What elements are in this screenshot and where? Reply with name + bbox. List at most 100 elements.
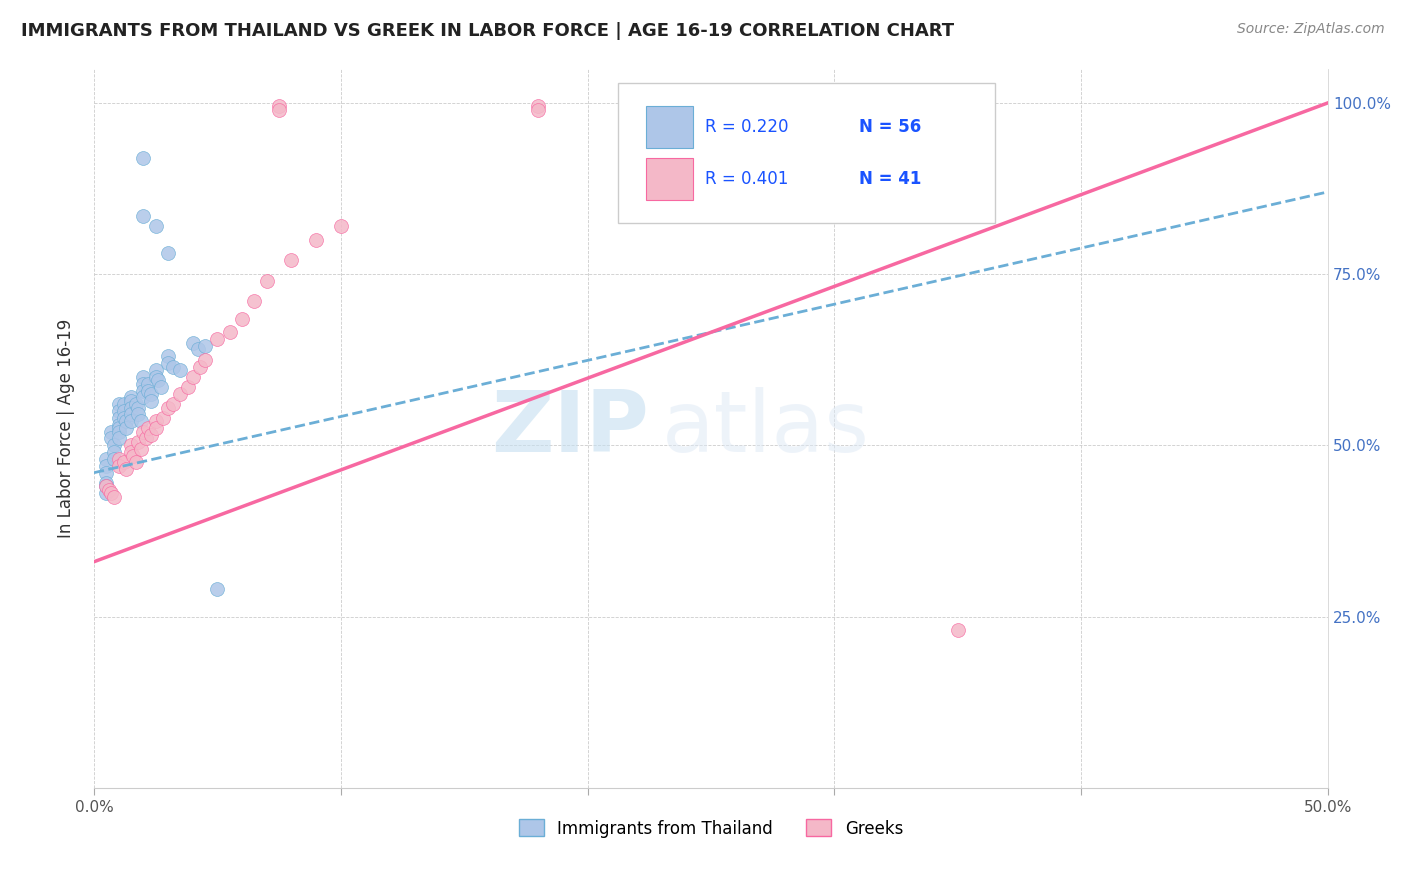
Point: [125, 397, 148, 411]
Point: [243, 294, 266, 309]
Point: [120, 390, 142, 404]
Point: [136, 376, 159, 391]
Point: [132, 209, 155, 223]
Point: [115, 421, 138, 435]
Point: [100, 486, 122, 500]
Point: [156, 246, 179, 260]
Point: [132, 390, 155, 404]
Point: [129, 442, 152, 456]
Point: [527, 103, 550, 117]
Point: [107, 421, 129, 435]
Text: N = 41: N = 41: [859, 170, 921, 188]
Point: [139, 387, 162, 401]
Point: [103, 490, 125, 504]
Point: [149, 380, 172, 394]
Point: [145, 414, 167, 428]
Point: [169, 387, 191, 401]
Point: [103, 452, 125, 467]
Point: [527, 99, 550, 113]
Point: [107, 411, 129, 425]
Point: [188, 359, 211, 374]
Point: [100, 432, 122, 446]
Point: [135, 432, 157, 446]
Point: [231, 311, 253, 326]
Point: [112, 397, 135, 411]
Point: [132, 151, 155, 165]
Point: [152, 411, 174, 425]
Point: [169, 363, 191, 377]
Point: [115, 414, 138, 428]
Point: [132, 425, 155, 439]
Point: [120, 408, 142, 422]
Point: [132, 384, 155, 398]
Point: [207, 582, 229, 597]
Point: [146, 373, 169, 387]
Point: [187, 343, 209, 357]
Point: [127, 408, 149, 422]
Point: [96, 479, 118, 493]
Text: N = 56: N = 56: [859, 118, 921, 136]
Point: [218, 325, 240, 339]
Point: [97, 483, 120, 497]
Point: [145, 369, 167, 384]
Point: [139, 393, 162, 408]
Text: ZIP: ZIP: [492, 386, 650, 470]
Point: [267, 103, 290, 117]
Legend: Immigrants from Thailand, Greeks: Immigrants from Thailand, Greeks: [512, 813, 910, 844]
Point: [145, 219, 167, 233]
Point: [156, 356, 179, 370]
Point: [96, 475, 118, 490]
Text: IMMIGRANTS FROM THAILAND VS GREEK IN LABOR FORCE | AGE 16-19 CORRELATION CHART: IMMIGRANTS FROM THAILAND VS GREEK IN LAB…: [21, 22, 955, 40]
Point: [132, 376, 155, 391]
Point: [127, 434, 149, 449]
Bar: [645, 159, 693, 200]
Point: [96, 458, 118, 473]
Point: [132, 369, 155, 384]
Text: R = 0.401: R = 0.401: [704, 170, 789, 188]
Point: [162, 359, 184, 374]
Point: [112, 455, 135, 469]
FancyBboxPatch shape: [619, 83, 995, 223]
Point: [122, 449, 145, 463]
Point: [305, 233, 328, 247]
Point: [107, 425, 129, 439]
Point: [100, 425, 122, 439]
Point: [107, 458, 129, 473]
Point: [162, 397, 184, 411]
Point: [181, 335, 204, 350]
Point: [120, 393, 142, 408]
Point: [194, 339, 217, 353]
Point: [129, 414, 152, 428]
Point: [207, 332, 229, 346]
Bar: [645, 106, 693, 148]
Point: [280, 253, 302, 268]
Point: [145, 421, 167, 435]
Point: [127, 401, 149, 415]
Text: Source: ZipAtlas.com: Source: ZipAtlas.com: [1237, 22, 1385, 37]
Point: [112, 404, 135, 418]
Point: [156, 349, 179, 363]
Point: [267, 99, 290, 113]
Point: [103, 445, 125, 459]
Point: [139, 428, 162, 442]
Point: [177, 380, 200, 394]
Point: [145, 363, 167, 377]
Point: [194, 352, 217, 367]
Point: [156, 401, 179, 415]
Text: R = 0.220: R = 0.220: [704, 118, 789, 136]
Point: [181, 369, 204, 384]
Point: [136, 384, 159, 398]
Point: [107, 452, 129, 467]
Point: [115, 462, 138, 476]
Point: [96, 486, 118, 500]
Point: [107, 397, 129, 411]
Point: [107, 417, 129, 432]
Point: [107, 404, 129, 418]
Point: [125, 455, 148, 469]
Point: [946, 624, 969, 638]
Point: [96, 452, 118, 467]
Point: [120, 438, 142, 452]
Point: [96, 466, 118, 480]
Point: [120, 445, 142, 459]
Text: atlas: atlas: [662, 386, 870, 470]
